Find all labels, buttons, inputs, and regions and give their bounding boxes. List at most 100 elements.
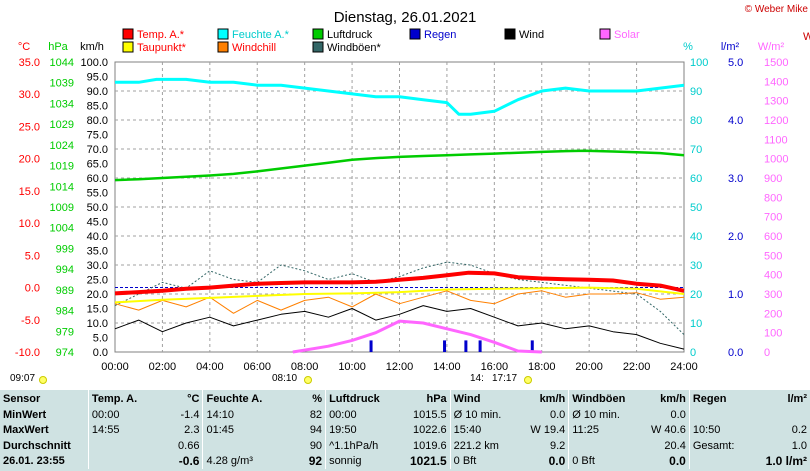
pressure-tick-label: 1019 (50, 161, 74, 173)
temp-value: 2.3 (184, 424, 200, 437)
pressure-unit-label: hPa (48, 41, 68, 53)
rain-tick-label: 2.0 (728, 231, 743, 243)
legend-swatch (122, 41, 134, 53)
x-tick-label: 00:00 (101, 361, 129, 373)
wind-tick-label: 35.0 (87, 246, 108, 258)
temp-tick-label: 25.0 (19, 121, 40, 133)
gust-value: 20.4 (664, 439, 686, 452)
wind-tick-label: 90.0 (87, 86, 108, 98)
humidity-tick-label: 100 (690, 57, 708, 69)
series-line (114, 261, 685, 335)
pressure-tick-label: 974 (56, 347, 74, 359)
rain-bar (530, 340, 534, 352)
x-tick-label: 06:00 (243, 361, 271, 373)
rain-value (754, 407, 810, 423)
temp-tick-label: -5.0 (21, 315, 40, 327)
wind-tick-label: 95.0 (87, 72, 108, 84)
hum-time: 14:10 (202, 407, 272, 423)
wind-tick-label: 20.0 (87, 289, 108, 301)
temp-unit-label: °C (18, 41, 30, 53)
wind-tick-label: 15.0 (87, 304, 108, 316)
current-gust-bft: 0 Bft (568, 453, 634, 469)
stats-row-current: 26.01. 23:55 -0.6 4.28 g/m³ 92 sonnig 10… (0, 453, 810, 469)
legend-swatch (312, 41, 324, 53)
stats-header-gust: Windböen (568, 390, 634, 407)
current-abs-humidity: 4.28 g/m³ (202, 453, 272, 469)
moonset-label: 14: (470, 373, 484, 384)
wind-tick-label: 30.0 (87, 260, 108, 272)
solar-tick-label: 1400 (764, 76, 788, 88)
x-tick-label: 10:00 (338, 361, 366, 373)
series-line (114, 149, 685, 182)
legend-label: Windböen* (327, 42, 382, 54)
wind-tick-label: 65.0 (87, 159, 108, 171)
solar-tick-label: 400 (764, 270, 782, 282)
humidity-tick-label: 50 (690, 202, 702, 214)
temp-value: -1.4 (180, 408, 200, 421)
current-wind: 0.0 (548, 454, 566, 469)
legend-label: Windchill (232, 42, 276, 54)
temp-tick-label: 15.0 (19, 186, 40, 198)
humidity-unit-label: % (683, 41, 693, 53)
series-line (114, 286, 685, 304)
rain-tick-label: 0.0 (728, 347, 743, 359)
x-tick-label: 20:00 (575, 361, 603, 373)
current-wind-bft: 0 Bft (449, 453, 511, 469)
legend-swatch (504, 28, 516, 40)
stats-table: Sensor Temp. A. °C Feuchte A. % Luftdruc… (0, 390, 810, 471)
pressure-tick-label: 979 (56, 326, 74, 338)
current-temp: -0.6 (178, 454, 200, 469)
solar-tick-label: 600 (764, 231, 782, 243)
stats-row-max: MaxWert 14:55 2.3 01:45 94 19:50 1022.6 … (0, 422, 810, 438)
wind-label: 15:40 (449, 422, 511, 438)
stats-header-rain-unit: l/m² (787, 392, 807, 405)
wind-tick-label: 75.0 (87, 130, 108, 142)
x-tick-label: 18:00 (528, 361, 556, 373)
rain-unit-label: l/m² (721, 41, 740, 53)
press-value: 1015.5 (413, 408, 447, 421)
wind-tick-label: 70.0 (87, 144, 108, 156)
solar-tick-label: 800 (764, 192, 782, 204)
rain-value: 1.0 (791, 439, 807, 452)
stats-header-press: Luftdruck (325, 390, 396, 407)
wind-tick-label: 50.0 (87, 202, 108, 214)
humidity-tick-label: 60 (690, 173, 702, 185)
pressure-tick-label: 1004 (50, 223, 74, 235)
legend-label: Solar (614, 29, 640, 41)
wind-tick-label: 25.0 (87, 275, 108, 287)
solar-tick-label: 1000 (764, 154, 788, 166)
press-value: 1019.6 (413, 439, 447, 452)
wind-tick-label: 45.0 (87, 217, 108, 229)
x-tick-label: 22:00 (623, 361, 651, 373)
humidity-tick-label: 20 (690, 289, 702, 301)
solar-tick-label: 1200 (764, 115, 788, 127)
stats-header-rain: Regen (688, 390, 754, 407)
pressure-tick-label: 1014 (50, 181, 74, 193)
solar-tick-label: 900 (764, 173, 782, 185)
chart-title: Dienstag, 26.01.2021 (334, 9, 477, 26)
rain-label: Gesamt: (688, 438, 754, 454)
stats-header-temp: Temp. A. (87, 390, 145, 407)
current-gust: 0.0 (669, 454, 686, 469)
stats-header-wind-unit: km/h (539, 392, 566, 405)
wind-tick-label: 0.0 (93, 347, 108, 359)
current-weather: sonnig (325, 453, 396, 469)
hum-time: 01:45 (202, 422, 272, 438)
press-time: 00:00 (325, 407, 396, 423)
legend-swatch (217, 41, 229, 53)
rain-bar (443, 340, 447, 352)
pressure-tick-label: 1044 (50, 57, 74, 69)
legend-swatch (409, 28, 421, 40)
rain-tick-label: 5.0 (728, 57, 743, 69)
wind-tick-label: 100.0 (80, 57, 108, 69)
rain-tick-label: 1.0 (728, 289, 743, 301)
stats-header-hum: Feuchte A. (202, 390, 272, 407)
gust-label: 11:25 (568, 422, 634, 438)
legend-label: Luftdruck (327, 29, 373, 41)
humidity-tick-label: 80 (690, 115, 702, 127)
sunrise-label: 08:10 (272, 373, 297, 384)
wind-tick-label: 80.0 (87, 115, 108, 127)
stats-header-gust-unit: km/h (660, 392, 686, 405)
temp-time: 14:55 (87, 422, 145, 438)
temp-tick-label: 30.0 (19, 89, 40, 101)
